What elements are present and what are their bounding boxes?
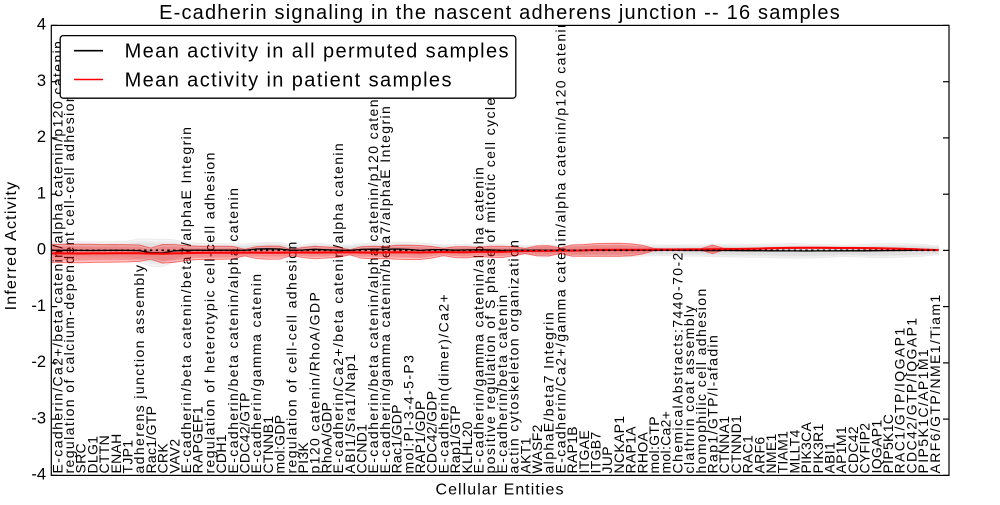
svg-text:E-cadherin/Ca2+/beta catenin/a: E-cadherin/Ca2+/beta catenin/alpha caten…	[330, 142, 346, 474]
svg-text:RAPGEF1: RAPGEF1	[190, 406, 206, 473]
svg-text:TIAM1: TIAM1	[775, 431, 791, 474]
svg-text:regulation of heterotypic cell: regulation of heterotypic cell-cell adhe…	[201, 151, 217, 473]
svg-text:ENAH: ENAH	[108, 433, 124, 473]
svg-text:TJP1: TJP1	[120, 440, 136, 474]
svg-text:Rap1/GTP/l-afadin: Rap1/GTP/l-afadin	[705, 334, 721, 474]
svg-text:RAP1/GDP: RAP1/GDP	[412, 400, 428, 473]
svg-text:p120 catenin/RhoA/GDP: p120 catenin/RhoA/GDP	[307, 291, 323, 474]
svg-text:E-cadherin/beta catenin: E-cadherin/beta catenin	[494, 293, 510, 473]
svg-text:regulation of calcium-dependen: regulation of calcium-dependent cell-cel…	[61, 93, 77, 474]
svg-text:ITGB7: ITGB7	[588, 432, 604, 474]
svg-text:CDC42: CDC42	[845, 426, 861, 473]
svg-text:PIK3R1: PIK3R1	[810, 423, 826, 473]
svg-text:ITGAE: ITGAE	[576, 430, 592, 474]
svg-text:ABI1: ABI1	[822, 442, 838, 474]
svg-text:-1: -1	[31, 297, 46, 315]
svg-text:2: 2	[37, 128, 46, 146]
svg-text:E-cadherin/gamma catenin: E-cadherin/gamma catenin	[248, 273, 264, 474]
svg-text:JUP: JUP	[599, 446, 615, 473]
svg-text:ARF6: ARF6	[751, 437, 767, 474]
svg-text:Mean activity in patient sampl: Mean activity in patient samples	[125, 70, 453, 92]
svg-text:1: 1	[37, 184, 46, 202]
svg-text:AKT1: AKT1	[517, 437, 533, 473]
svg-text:CYFIP2: CYFIP2	[857, 423, 873, 474]
svg-text:E-cadherin/beta catenin/beta7/: E-cadherin/beta catenin/beta7/alphaE Int…	[178, 126, 194, 474]
svg-text:adherens junction assembly: adherens junction assembly	[131, 264, 147, 474]
svg-text:Inferred Activity: Inferred Activity	[3, 181, 20, 311]
svg-text:0: 0	[37, 241, 46, 259]
svg-text:SRC: SRC	[73, 443, 89, 473]
svg-text:RHOA: RHOA	[634, 431, 650, 473]
svg-text:E-cadherin signaling in the na: E-cadherin signaling in the nascent adhe…	[159, 2, 841, 24]
svg-text:E-cadherin(dimer)/Ca2+: E-cadherin(dimer)/Ca2+	[435, 293, 451, 474]
svg-text:-4: -4	[31, 466, 46, 484]
svg-text:IQGAP1: IQGAP1	[868, 420, 884, 474]
svg-text:E-cadherin/beta catenin/alpha: E-cadherin/beta catenin/alpha catenin/p1…	[365, 84, 381, 473]
svg-text:4: 4	[37, 16, 46, 34]
svg-text:RAC1/GTP/IQGAP1: RAC1/GTP/IQGAP1	[892, 326, 908, 473]
svg-text:ChemicalAbstracts:7440-70-2: ChemicalAbstracts:7440-70-2	[669, 251, 685, 473]
svg-text:E-cadherin/Ca2+/beta catenin/a: E-cadherin/Ca2+/beta catenin/alpha caten…	[49, 40, 65, 474]
svg-text:NME1: NME1	[763, 433, 779, 473]
svg-text:-3: -3	[31, 409, 46, 427]
svg-text:CCND1: CCND1	[354, 424, 370, 474]
svg-text:3: 3	[37, 72, 46, 90]
svg-text:CTNND1: CTNND1	[728, 415, 744, 474]
svg-text:Mean activity in all permuted: Mean activity in all permuted samples	[125, 41, 510, 63]
svg-text:CDC42/GTP/IQGAP1: CDC42/GTP/IQGAP1	[903, 317, 919, 474]
svg-text:mol:PI-3-4-5-P3: mol:PI-3-4-5-P3	[400, 354, 416, 474]
svg-text:MLLT4: MLLT4	[786, 429, 802, 473]
svg-text:CDC42/GTP: CDC42/GTP	[237, 392, 253, 473]
svg-text:ABI1/Sra1/Nap1: ABI1/Sra1/Nap1	[342, 353, 358, 474]
svg-text:PIP5K1C/AP1M1: PIP5K1C/AP1M1	[915, 348, 931, 474]
svg-text:actin cytoskeleton organizatio: actin cytoskeleton organization	[506, 239, 522, 474]
svg-text:NCKAP1: NCKAP1	[611, 416, 627, 474]
svg-text:CTNNA1: CTNNA1	[716, 416, 732, 474]
svg-text:VAV2: VAV2	[166, 439, 182, 474]
svg-text:Rac1/GTP: Rac1/GTP	[143, 406, 159, 474]
svg-text:CTTN: CTTN	[96, 435, 112, 474]
svg-text:CRK: CRK	[155, 443, 171, 474]
svg-text:E-cadherin/Ca2+/gamma catenin/: E-cadherin/Ca2+/gamma catenin/alpha cate…	[552, 19, 568, 474]
svg-text:CDC42/GDP: CDC42/GDP	[424, 391, 440, 474]
svg-text:CDH1: CDH1	[213, 434, 229, 473]
svg-text:PI3K: PI3K	[295, 442, 311, 474]
svg-text:Rac1/GDP: Rac1/GDP	[389, 404, 405, 473]
svg-text:Rap1/GTP: Rap1/GTP	[447, 405, 463, 474]
svg-text:RAP1B: RAP1B	[564, 426, 580, 473]
svg-text:ARF6/GTP/NME1/Tiam1: ARF6/GTP/NME1/Tiam1	[927, 293, 943, 473]
svg-text:WASF2: WASF2	[529, 424, 545, 473]
svg-text:RAP1A: RAP1A	[623, 426, 639, 474]
svg-text:KLHL20: KLHL20	[459, 421, 475, 473]
svg-text:mol:GDP: mol:GDP	[272, 415, 288, 474]
svg-text:DLG1: DLG1	[84, 436, 100, 474]
svg-text:regulation of cell-cell adhesi: regulation of cell-cell adhesion	[283, 240, 299, 473]
svg-text:RAC1: RAC1	[740, 435, 756, 474]
svg-text:mol:GTP: mol:GTP	[646, 416, 662, 473]
svg-text:PIP5K1C: PIP5K1C	[880, 414, 896, 474]
svg-text:PIK3CA: PIK3CA	[798, 422, 814, 474]
svg-text:mol:Ca2+: mol:Ca2+	[658, 411, 674, 474]
svg-text:homophilic cell adhesion: homophilic cell adhesion	[693, 287, 709, 473]
svg-text:Cellular Entities: Cellular Entities	[435, 482, 564, 499]
svg-text:alphaE/beta7 Integrin: alphaE/beta7 Integrin	[541, 311, 557, 474]
svg-text:CTNNB1: CTNNB1	[260, 416, 276, 474]
svg-text:clathrin coat assembly: clathrin coat assembly	[681, 304, 697, 473]
svg-text:E-cadherin/gamma catenin/beta7: E-cadherin/gamma catenin/beta7/alphaE In…	[377, 105, 393, 474]
svg-text:AP1M1: AP1M1	[833, 426, 849, 473]
svg-text:-2: -2	[31, 353, 46, 371]
svg-text:positive regulation of S phase: positive regulation of S phase of mitoti…	[482, 96, 498, 473]
svg-text:RhoA/GDP: RhoA/GDP	[318, 402, 334, 474]
svg-text:E-cadherin/gamma catenin/alpha: E-cadherin/gamma catenin/alpha catenin	[471, 166, 487, 474]
